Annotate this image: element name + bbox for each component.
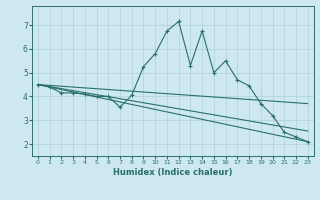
X-axis label: Humidex (Indice chaleur): Humidex (Indice chaleur) (113, 168, 233, 177)
